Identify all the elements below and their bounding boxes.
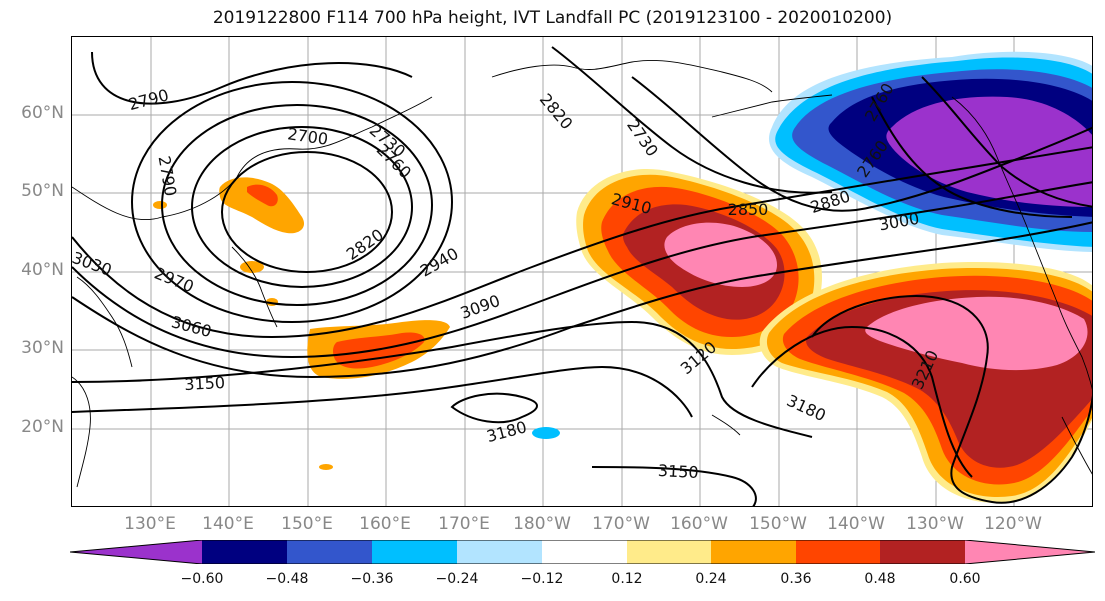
colorbar-segment — [202, 540, 287, 564]
contour-label: 2820 — [343, 225, 387, 264]
colorbar-tick: −0.60 — [180, 571, 224, 587]
lon-label: 120°W — [984, 514, 1042, 534]
map-canvas: 2790 2700 2730 2760 2790 2820 2730 2910 … — [72, 37, 1092, 506]
colorbar-tick: 0.48 — [864, 571, 896, 587]
lon-label: 130°W — [906, 514, 964, 534]
map-title: 2019122800 F114 700 hPa height, IVT Land… — [212, 8, 893, 28]
contour-label: 3150 — [657, 461, 699, 482]
lon-label: 170°E — [438, 514, 490, 534]
contour-label: 2820 — [536, 90, 577, 133]
colorbar-segment — [965, 540, 1095, 564]
colorbar-tick: 0.12 — [611, 571, 643, 587]
contour-label: 3030 — [72, 248, 114, 280]
lon-label: 150°E — [281, 514, 333, 534]
coastlines — [72, 59, 1092, 488]
lat-label: 40°N — [21, 260, 64, 280]
lon-label: 150°W — [749, 514, 807, 534]
colorbar-tick: −0.36 — [350, 571, 394, 587]
contour-label: 2850 — [728, 200, 769, 219]
colorbar-tick: 0.60 — [949, 571, 981, 587]
lon-label: 160°W — [670, 514, 728, 534]
contour-label: 2970 — [152, 263, 197, 296]
lat-label: 50°N — [21, 181, 64, 201]
contour-label: 2880 — [808, 186, 853, 217]
colorbar-tick: 0.24 — [695, 571, 727, 587]
lat-label: 60°N — [21, 103, 64, 123]
colorbar-segment — [372, 540, 457, 564]
colorbar — [70, 540, 1095, 564]
contour-label: 2730 — [623, 116, 662, 160]
contour-label: 3150 — [184, 373, 226, 394]
colorbar-segment — [880, 540, 965, 564]
colorbar-segment — [70, 540, 202, 564]
colorbar-tick: 0.36 — [780, 571, 812, 587]
colorbar-segment — [457, 540, 542, 564]
colorbar-tick: −0.48 — [265, 571, 309, 587]
map-frame: 2790 2700 2730 2760 2790 2820 2730 2910 … — [71, 36, 1093, 507]
colorbar-tick: −0.24 — [435, 571, 479, 587]
colorbar-segment — [287, 540, 372, 564]
negative-anomaly-shading — [768, 51, 1092, 252]
contour-label: 2790 — [126, 85, 170, 114]
contour-label: 3180 — [784, 391, 829, 425]
lon-label: 160°E — [359, 514, 411, 534]
colorbar-segment — [627, 540, 711, 564]
lon-label: 180°W — [513, 514, 571, 534]
height-contours — [72, 46, 1092, 506]
lon-label: 140°E — [202, 514, 254, 534]
lat-label: 20°N — [21, 417, 64, 437]
lon-label: 140°W — [827, 514, 885, 534]
colorbar-segment — [711, 540, 796, 564]
lon-label: 130°E — [124, 514, 176, 534]
lon-label: 170°W — [592, 514, 650, 534]
positive-anomaly-shading — [153, 168, 1092, 503]
colorbar-tick: −0.12 — [520, 571, 564, 587]
colorbar-segment — [796, 540, 880, 564]
colorbar-segment — [542, 540, 627, 564]
lat-label: 30°N — [21, 338, 64, 358]
